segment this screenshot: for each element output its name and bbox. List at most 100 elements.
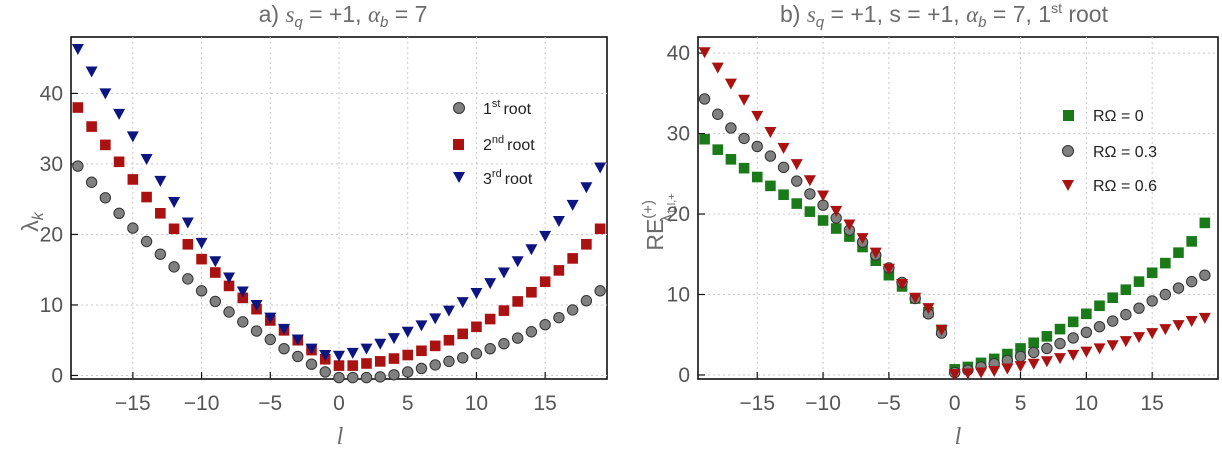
data-point-a-series-2 bbox=[361, 358, 372, 369]
data-point-b-series-3 bbox=[790, 159, 803, 171]
data-point-b-series-1 bbox=[765, 180, 776, 192]
data-point-b-series-1 bbox=[712, 144, 724, 155]
data-point-b-series-3 bbox=[698, 47, 711, 59]
data-point-b-series-2 bbox=[1093, 320, 1106, 333]
data-point-b-series-1 bbox=[1094, 300, 1105, 312]
data-point-a-series-2 bbox=[86, 121, 97, 132]
data-point-a-series-1 bbox=[140, 235, 153, 248]
data-point-b-series-1 bbox=[1120, 284, 1132, 295]
data-point-a-series-2 bbox=[127, 174, 139, 185]
data-point-b-series-2 bbox=[791, 175, 803, 187]
data-point-a-series-3 bbox=[456, 297, 469, 309]
data-point-a-series-1 bbox=[498, 338, 510, 350]
data-point-b-series-2 bbox=[1172, 282, 1185, 294]
data-point-a-series-1 bbox=[388, 369, 400, 381]
data-point-a-series-3 bbox=[566, 199, 579, 211]
data-point-b-series-3 bbox=[856, 233, 869, 245]
data-point-a-series-2 bbox=[457, 328, 468, 340]
data-point-a-series-3 bbox=[552, 216, 565, 228]
data-point-b-series-1 bbox=[1199, 217, 1211, 229]
legend-item-1st-root: 1st root bbox=[453, 98, 532, 118]
tick-label-y: 10 bbox=[667, 284, 690, 307]
data-point-a-series-1 bbox=[539, 319, 551, 331]
data-point-b-series-3 bbox=[988, 365, 1001, 377]
svg-text:RΩ = 0.6: RΩ = 0.6 bbox=[1093, 178, 1157, 195]
data-point-b-series-3 bbox=[803, 175, 816, 187]
data-point-a-series-2 bbox=[498, 305, 510, 316]
data-point-a-series-1 bbox=[182, 273, 194, 285]
data-point-a-series-1 bbox=[85, 176, 98, 188]
data-point-a-series-3 bbox=[484, 278, 497, 290]
panel-a-xlabel: l bbox=[337, 424, 344, 450]
data-point-a-series-3 bbox=[291, 334, 304, 346]
data-point-b-series-1 bbox=[1002, 348, 1013, 360]
data-point-a-series-3 bbox=[470, 287, 483, 299]
data-point-b-series-3 bbox=[882, 263, 895, 275]
data-point-b-series-1 bbox=[725, 154, 737, 165]
data-point-a-series-2 bbox=[374, 356, 386, 367]
data-point-a-series-3 bbox=[346, 347, 359, 359]
data-point-a-series-3 bbox=[429, 313, 442, 325]
data-point-b-series-1 bbox=[1146, 267, 1158, 279]
panel-a-legend: 1st root 2nd root 3rd root bbox=[453, 98, 535, 188]
panel-b-frame bbox=[697, 36, 1219, 380]
data-point-b-series-2 bbox=[1146, 295, 1158, 307]
tick-label-y: 40 bbox=[40, 82, 63, 105]
data-point-b-series-1 bbox=[1107, 292, 1118, 304]
data-point-a-series-3 bbox=[415, 320, 428, 332]
panel-b-title: b) sq = +1, s = +1, αb = 7, 1st root bbox=[780, 0, 1109, 31]
data-point-a-series-3 bbox=[223, 272, 236, 284]
panel-b-grid bbox=[698, 37, 1218, 379]
data-point-a-series-1 bbox=[72, 160, 84, 172]
data-point-a-series-1 bbox=[223, 306, 235, 318]
data-point-a-series-1 bbox=[484, 342, 496, 355]
data-point-b-series-2 bbox=[1054, 337, 1066, 350]
data-point-a-series-1 bbox=[264, 333, 276, 346]
data-point-b-series-3 bbox=[948, 369, 961, 381]
data-point-a-series-3 bbox=[360, 343, 373, 355]
data-point-b-series-3 bbox=[935, 324, 948, 336]
data-point-a-series-1 bbox=[168, 261, 180, 273]
panel-a-ylabel: λk bbox=[17, 211, 47, 232]
data-point-a-series-1 bbox=[99, 192, 112, 204]
data-point-a-series-2 bbox=[526, 286, 537, 298]
data-point-b-series-3 bbox=[830, 205, 843, 217]
tick-label-y: 0 bbox=[678, 364, 690, 387]
data-point-b-series-1 bbox=[778, 189, 789, 201]
data-point-b-series-1 bbox=[1067, 316, 1079, 328]
tick-label-x: −15 bbox=[739, 392, 775, 415]
data-point-b-series-2 bbox=[751, 140, 763, 153]
data-point-a-series-1 bbox=[127, 222, 139, 234]
data-point-b-series-3 bbox=[843, 219, 856, 231]
data-point-a-series-1 bbox=[553, 311, 565, 324]
data-point-a-series-3 bbox=[594, 162, 607, 174]
data-point-a-series-1 bbox=[374, 371, 386, 383]
tick-label-y: 0 bbox=[51, 364, 63, 387]
data-point-a-series-1 bbox=[456, 352, 469, 364]
data-point-a-series-3 bbox=[181, 217, 194, 229]
data-point-a-series-1 bbox=[511, 332, 524, 344]
data-point-a-series-2 bbox=[113, 156, 125, 168]
data-point-a-series-1 bbox=[292, 350, 304, 363]
data-point-a-series-1 bbox=[195, 285, 208, 297]
tick-label-y: 30 bbox=[40, 153, 63, 176]
data-point-b-series-1 bbox=[699, 133, 710, 145]
data-point-b-series-2 bbox=[1014, 350, 1027, 363]
data-point-b-series-3 bbox=[961, 368, 974, 380]
data-point-a-series-1 bbox=[525, 326, 538, 338]
tick-label-x: −10 bbox=[805, 392, 841, 415]
data-point-a-series-3 bbox=[387, 333, 400, 345]
data-point-a-series-3 bbox=[195, 237, 208, 249]
data-point-b-series-2 bbox=[1080, 326, 1093, 339]
data-point-b-series-1 bbox=[1186, 236, 1197, 247]
data-point-b-series-3 bbox=[1159, 324, 1172, 336]
data-point-a-series-2 bbox=[429, 340, 441, 352]
panel-b: b) sq = +1, s = +1, αb = 7, 1st root −15… bbox=[640, 0, 1219, 450]
panel-b-xlabel: l bbox=[955, 424, 962, 450]
data-point-a-series-2 bbox=[155, 207, 166, 219]
data-point-b-series-2 bbox=[1159, 288, 1172, 301]
data-point-a-series-3 bbox=[319, 350, 332, 362]
data-point-a-series-3 bbox=[168, 197, 181, 209]
